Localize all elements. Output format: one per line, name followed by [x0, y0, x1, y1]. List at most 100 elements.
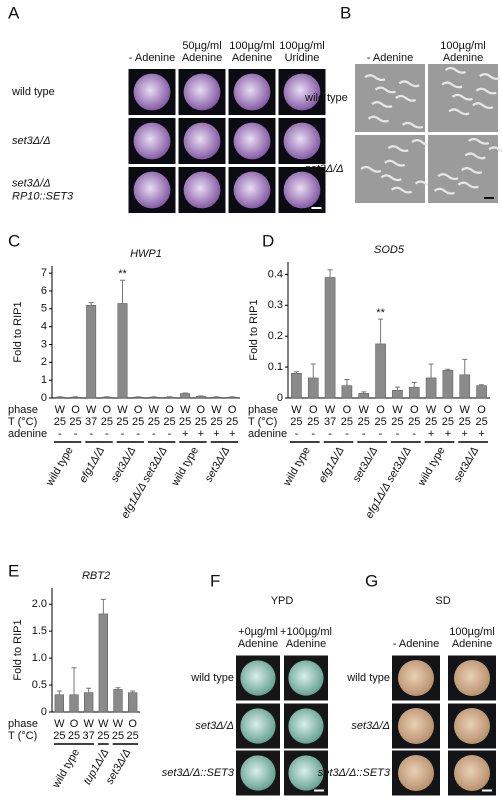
y-tick-label: 1.0: [32, 652, 47, 664]
group-label: efg1Δ/Δ: [317, 445, 347, 485]
photo: [448, 703, 496, 749]
row-value: 25: [391, 416, 403, 428]
photo: [278, 118, 326, 164]
error-bar: [71, 667, 77, 695]
chart-title: RBT2: [82, 570, 110, 582]
group-label: set3Δ/Δ: [203, 445, 233, 484]
photo-background: [355, 135, 425, 203]
row-value: -: [136, 428, 140, 440]
colony: [283, 171, 321, 209]
row-value: O: [309, 404, 318, 416]
row-value: W: [83, 718, 94, 730]
error-bar: [445, 368, 451, 371]
row-value: 37: [324, 416, 336, 428]
row-value: W: [149, 404, 160, 416]
cell: [367, 115, 389, 123]
row-value: -: [396, 428, 400, 440]
row-value: W: [54, 718, 65, 730]
cell: [479, 73, 501, 80]
photo: [236, 750, 280, 796]
colony: [233, 73, 271, 111]
row-value: 25: [53, 730, 65, 742]
error-bar: [182, 392, 188, 394]
chart-title: SOD5: [374, 244, 405, 256]
cell: [448, 108, 470, 116]
column-header: +100µg/ml: [280, 626, 332, 638]
row-value: -: [311, 428, 315, 440]
row-label: T (°C): [248, 416, 277, 428]
photo: [392, 750, 440, 796]
colony: [183, 171, 221, 209]
photo: [228, 167, 276, 213]
row-value: -: [74, 428, 78, 440]
row-value: W: [359, 404, 370, 416]
bar: [358, 393, 370, 399]
row-label: T (°C): [8, 416, 37, 428]
error-bar: [327, 269, 333, 278]
bar: [113, 689, 123, 713]
bar: [84, 692, 94, 713]
row-value: 25: [69, 416, 81, 428]
photo: [392, 655, 440, 701]
row-value: 25: [116, 416, 128, 428]
row-label: wild type: [11, 86, 55, 98]
error-bar: [115, 687, 121, 690]
row-value: 25: [408, 416, 420, 428]
group-label: wild type: [415, 445, 447, 489]
row-value: 25: [195, 416, 207, 428]
photo: [448, 750, 496, 796]
colony: [183, 73, 221, 111]
cell: [444, 66, 467, 74]
row-value: W: [291, 404, 302, 416]
row-value: 25: [425, 416, 437, 428]
error-bar: [479, 384, 485, 386]
error-bar: [411, 382, 417, 388]
row-label: T (°C): [8, 730, 37, 742]
column-header: 100µg/ml: [279, 40, 324, 52]
bar: [195, 395, 206, 399]
row-value: 25: [101, 416, 113, 428]
colony: [398, 708, 434, 744]
column-header: +0µg/ml: [238, 626, 278, 638]
bar: [98, 613, 108, 713]
column-header: Adenine: [232, 52, 272, 64]
photo: [284, 655, 328, 701]
photo: [448, 655, 496, 701]
bar: [291, 373, 302, 399]
colony: [283, 73, 321, 111]
photo: [128, 69, 176, 115]
row-value: +: [182, 428, 188, 440]
row-value: 25: [127, 730, 139, 742]
group-label: set3Δ/Δ: [452, 445, 482, 484]
column-header: 100µg/ml: [449, 626, 494, 638]
significance: **: [118, 268, 127, 280]
photo: [392, 703, 440, 749]
error-bar: [56, 690, 62, 695]
row-value: O: [410, 404, 419, 416]
row-value: 25: [307, 416, 319, 428]
column-header: Adenine: [182, 52, 222, 64]
row-label: set3Δ/Δ: [12, 135, 51, 147]
cell: [360, 165, 382, 173]
row-value: 25: [341, 416, 353, 428]
row-label: wild type: [346, 672, 390, 684]
photo: [236, 703, 280, 749]
bar: [392, 390, 403, 399]
row-value: O: [477, 404, 486, 416]
medium-label: YPD: [271, 595, 294, 607]
cell: [398, 80, 420, 88]
cell: [488, 146, 502, 153]
error-bar: [88, 302, 94, 306]
y-axis-label: Fold to RIP1: [12, 301, 24, 362]
colony: [133, 171, 171, 209]
cell: [402, 121, 424, 129]
y-tick-label: 1.5: [32, 625, 47, 637]
y-tick-label: 2.0: [32, 598, 47, 610]
row-value: -: [412, 428, 416, 440]
colony: [398, 660, 434, 696]
colony: [240, 708, 276, 744]
photo: [278, 69, 326, 115]
colony: [454, 660, 490, 696]
row-value: 25: [132, 416, 144, 428]
